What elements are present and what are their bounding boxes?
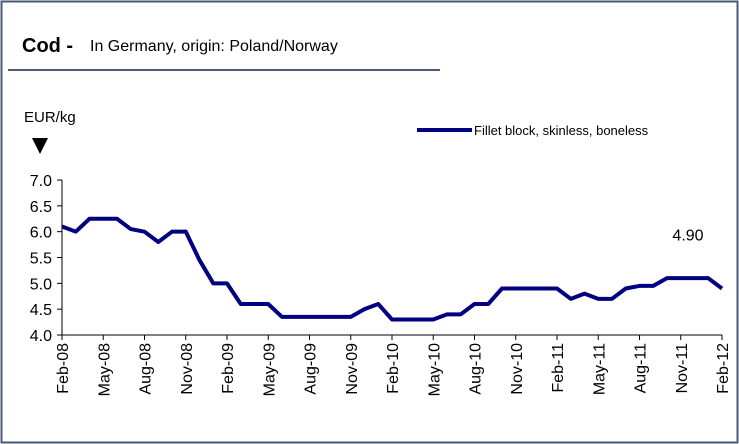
x-tick-label: Nov-09 (344, 343, 361, 395)
x-tick-label: Nov-11 (674, 343, 691, 393)
data-label: 4.90 (672, 228, 703, 245)
x-tick-label: Aug-10 (468, 343, 485, 395)
x-tick-label: Feb-12 (715, 343, 732, 394)
chart-subtitle: In Germany, origin: Poland/Norway (90, 38, 338, 55)
y-tick-label: 5.5 (30, 251, 52, 268)
x-tick-label: May-10 (426, 343, 443, 396)
chart-title: Cod - (22, 35, 73, 57)
arrow-icon (32, 138, 48, 154)
y-tick-label: 4.5 (30, 302, 52, 319)
x-tick-label: Aug-08 (138, 343, 155, 395)
y-tick-label: 5.0 (30, 276, 52, 293)
x-tick-label: Nov-10 (509, 343, 526, 395)
x-tick-label: May-08 (96, 343, 113, 396)
x-tick-label: Feb-09 (220, 343, 237, 394)
x-tick-label: Aug-11 (633, 343, 650, 394)
x-tick-label: Feb-11 (550, 343, 567, 393)
x-tick-label: Aug-09 (303, 343, 320, 395)
series-line (61, 216, 724, 322)
y-axis-label: EUR/kg (24, 109, 76, 126)
y-tick-label: 7.0 (30, 173, 52, 190)
legend-label: Fillet block, skinless, boneless (474, 123, 649, 138)
x-tick-label: May-11 (591, 343, 608, 395)
x-tick-label: Feb-08 (55, 343, 72, 394)
y-tick-label: 6.5 (30, 199, 52, 216)
y-tick-label: 6.0 (30, 225, 52, 242)
x-tick-label: Feb-10 (385, 343, 402, 394)
y-tick-label: 4.0 (30, 328, 52, 345)
x-tick-label: Nov-08 (179, 343, 196, 395)
x-tick-label: May-09 (261, 343, 278, 396)
